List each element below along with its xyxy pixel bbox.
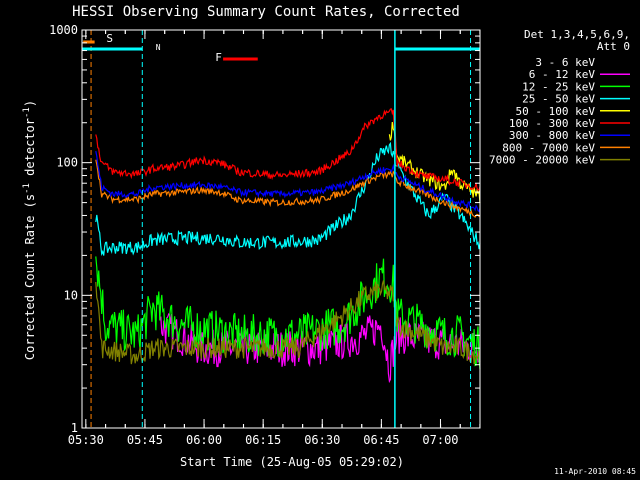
y-axis-label: Corrected Count Rate (s-1 detector-1): [22, 100, 37, 360]
series-line-7000-20000-kev: [95, 280, 481, 365]
legend-label: 300 - 800 keV: [509, 129, 595, 142]
y-tick-label: 10: [64, 288, 78, 302]
series-line-3-6-kev: [199, 336, 390, 429]
plot-area: S N F: [81, 29, 481, 429]
legend-header-line-1: Det 1,3,4,5,6,9,: [524, 28, 630, 41]
series-line-300-800-kev: [95, 150, 481, 213]
x-axis-label: Start Time (25-Aug-05 05:29:02): [180, 455, 404, 469]
legend-label: 25 - 50 keV: [522, 93, 595, 106]
flare-label: F: [215, 51, 222, 64]
y-tick-label: 100: [56, 156, 78, 170]
x-tick-label: 06:30: [304, 433, 340, 447]
y-axis-label-main: Corrected Count Rate (s: [23, 194, 37, 360]
x-tick-label: 05:45: [127, 433, 163, 447]
legend-label: 3 - 6 keV: [535, 56, 595, 69]
y-axis-label-sup-1: -1: [22, 183, 32, 194]
x-tick-label: 06:15: [245, 433, 281, 447]
y-tick-label: 1000: [49, 23, 78, 37]
y-axis-label-end: ): [23, 100, 37, 107]
plot-frame: [81, 29, 481, 429]
y-axis: 1 10 100 1000: [49, 23, 480, 435]
chart-title: HESSI Observing Summary Count Rates, Cor…: [72, 4, 460, 20]
legend-label: 6 - 12 keV: [529, 68, 596, 81]
x-tick-label: 07:00: [422, 433, 458, 447]
footer-timestamp: 11-Apr-2010 08:45: [554, 467, 636, 476]
x-axis: 05:30 05:45 06:00 06:15 06:30 06:45 07:00: [68, 30, 481, 447]
x-tick-label: 06:45: [363, 433, 399, 447]
series-line-100-300-kev: [95, 108, 481, 191]
y-axis-label-sup-2: -1: [22, 107, 32, 118]
legend-label: 100 - 300 keV: [509, 117, 595, 130]
series-line-800-7000-kev: [95, 159, 481, 219]
legend-header-line-2: Att 0: [597, 40, 630, 53]
night-label: N: [156, 43, 161, 52]
legend-label: 50 - 100 keV: [516, 105, 596, 118]
y-tick-label: 1: [71, 421, 78, 435]
legend-label: 7000 - 20000 keV: [489, 154, 595, 167]
x-tick-label: 05:30: [68, 433, 104, 447]
saa-label: S: [106, 32, 113, 45]
y-axis-label-mid: detector: [23, 118, 37, 183]
legend-label: 800 - 7000 keV: [502, 141, 595, 154]
series-line-50-100-kev: [388, 122, 481, 203]
x-tick-label: 06:00: [186, 433, 222, 447]
legend-label: 12 - 25 keV: [522, 80, 595, 93]
series-line-25-50-kev: [95, 141, 481, 257]
